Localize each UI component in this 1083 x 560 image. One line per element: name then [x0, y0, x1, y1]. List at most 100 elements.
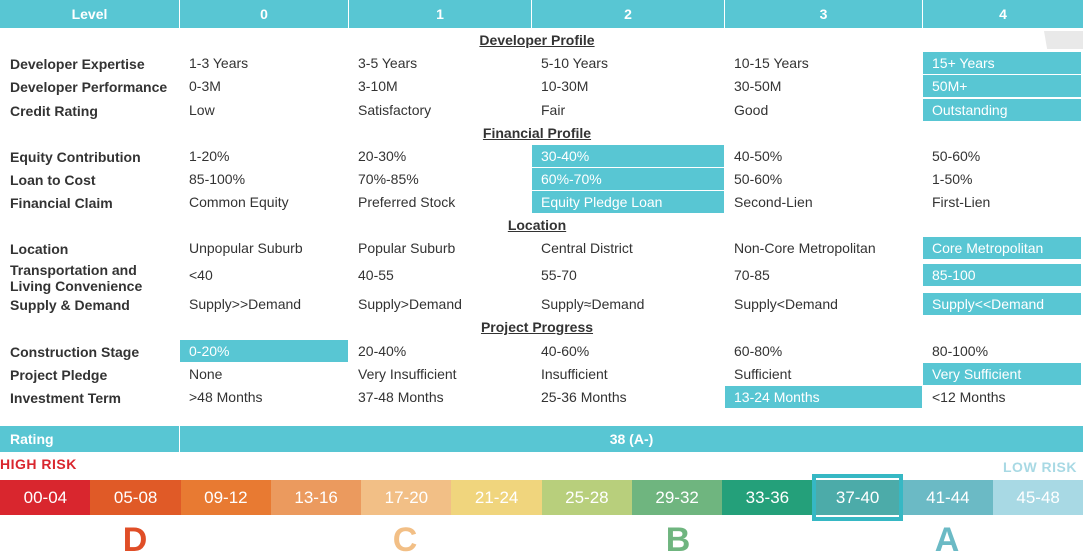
criterion-value: 40-50% — [734, 148, 783, 164]
criterion-value-selected: 30-40% — [532, 145, 724, 167]
criterion-value: >48 Months — [189, 389, 263, 405]
criterion-value: 50-60% — [932, 148, 981, 164]
criterion-value: 10-30M — [541, 78, 589, 94]
score-range-05-08: 05-08 — [90, 480, 181, 515]
criterion-value: 3-5 Years — [358, 55, 418, 71]
criterion-value: Supply>Demand — [358, 296, 462, 312]
score-range-37-40: 37-40 — [812, 480, 903, 515]
level-header-2: 2 — [532, 0, 724, 28]
criterion-value: 70-85 — [734, 267, 770, 283]
criterion-value-selected: 85-100 — [923, 264, 1081, 286]
criterion-value: 85-100% — [189, 171, 246, 187]
criterion-value: 70%-85% — [358, 171, 419, 187]
corner-tab-decoration — [1044, 31, 1083, 49]
grade-a: A — [934, 521, 960, 559]
section-title: Developer Profile — [479, 32, 595, 48]
criterion-value: 3-10M — [358, 78, 398, 94]
score-range-29-32: 29-32 — [631, 480, 723, 515]
criterion-value: 25-36 Months — [541, 389, 627, 405]
criterion-value: Central District — [541, 240, 633, 256]
criterion-value: Fair — [541, 102, 566, 118]
criterion-value: Supply<Demand — [734, 296, 838, 312]
high-risk-label: HIGH RISK — [0, 456, 77, 472]
score-range-41-44: 41-44 — [902, 480, 994, 515]
score-range-25-28: 25-28 — [541, 480, 633, 515]
criterion-value: Good — [734, 102, 769, 118]
level-header-0: 0 — [180, 0, 348, 28]
selected-score-frame — [812, 474, 903, 521]
score-range-17-20: 17-20 — [361, 480, 452, 515]
criterion-value: Popular Suburb — [358, 240, 456, 256]
criterion-value: 50-60% — [734, 171, 783, 187]
criterion-label: Construction Stage — [10, 344, 140, 360]
criterion-label: Credit Rating — [10, 103, 98, 119]
criterion-value: 60-80% — [734, 343, 783, 359]
criterion-value: Non-Core Metropolitan — [734, 240, 876, 256]
criterion-value: 1-3 Years — [189, 55, 249, 71]
score-range-21-24: 21-24 — [451, 480, 542, 515]
criterion-value: 5-10 Years — [541, 55, 608, 71]
criterion-value: Insufficient — [541, 366, 608, 382]
level-header-1: 1 — [349, 0, 531, 28]
criterion-value: 37-48 Months — [358, 389, 444, 405]
criterion-value: 20-40% — [358, 343, 407, 359]
criterion-value: Preferred Stock — [358, 194, 456, 210]
criterion-value: 40-55 — [358, 267, 394, 283]
criterion-value: 40-60% — [541, 343, 590, 359]
criterion-label: Financial Claim — [10, 195, 113, 211]
criterion-value: Low — [189, 102, 215, 118]
criterion-value: Common Equity — [189, 194, 289, 210]
grade-c: C — [392, 521, 418, 559]
criterion-value-selected: Equity Pledge Loan — [532, 191, 724, 213]
criterion-label: Loan to Cost — [10, 172, 96, 188]
score-range-13-16: 13-16 — [270, 480, 362, 515]
criterion-label: Developer Expertise — [10, 56, 145, 72]
criterion-value: None — [189, 366, 223, 382]
criterion-label: Transportation and Living Convenience — [10, 262, 143, 294]
low-risk-label: LOW RISK — [1003, 459, 1077, 475]
score-range-09-12: 09-12 — [180, 480, 272, 515]
criterion-value: <40 — [189, 267, 213, 283]
criterion-value: Very Insufficient — [358, 366, 457, 382]
score-range-45-48: 45-48 — [992, 480, 1083, 515]
criterion-value-selected: Supply<<Demand — [923, 293, 1081, 315]
criterion-label: Equity Contribution — [10, 149, 141, 165]
criterion-value-selected: Core Metropolitan — [923, 237, 1081, 259]
criterion-value-selected: 50M+ — [923, 75, 1081, 97]
criterion-value: <12 Months — [932, 389, 1006, 405]
criterion-value-selected: 13-24 Months — [725, 386, 922, 408]
level-header-4: 4 — [923, 0, 1083, 28]
criterion-value-selected: 0-20% — [180, 340, 348, 362]
criterion-value: 30-50M — [734, 78, 782, 94]
criterion-value-selected: 15+ Years — [923, 52, 1081, 74]
criterion-value: Unpopular Suburb — [189, 240, 303, 256]
grade-d: D — [122, 521, 148, 559]
criterion-value: Supply≈Demand — [541, 296, 645, 312]
criterion-label: Developer Performance — [10, 79, 168, 95]
criterion-value-selected: 60%-70% — [532, 168, 724, 190]
criterion-value: Supply>>Demand — [189, 296, 302, 312]
criterion-value: Satisfactory — [358, 102, 432, 118]
level-header-3: 3 — [725, 0, 922, 28]
criterion-value: 55-70 — [541, 267, 577, 283]
criterion-label: Project Pledge — [10, 367, 108, 383]
criterion-value: First-Lien — [932, 194, 991, 210]
criterion-value: 1-50% — [932, 171, 973, 187]
criterion-value: Sufficient — [734, 366, 792, 382]
criterion-value: Second-Lien — [734, 194, 813, 210]
criterion-value: 10-15 Years — [734, 55, 809, 71]
section-title: Project Progress — [480, 319, 594, 335]
criterion-value: 0-3M — [189, 78, 221, 94]
criterion-label: Supply & Demand — [10, 297, 130, 313]
criterion-label: Location — [10, 241, 69, 257]
criterion-value-selected: Very Sufficient — [923, 363, 1081, 385]
section-title: Financial Profile — [482, 125, 592, 141]
criterion-value: 20-30% — [358, 148, 407, 164]
rating-label: Rating — [0, 426, 179, 452]
grade-b: B — [665, 521, 691, 559]
section-title: Location — [507, 217, 567, 233]
criterion-label: Investment Term — [10, 390, 121, 406]
level-header-label: Level — [0, 0, 179, 28]
score-range-33-36: 33-36 — [722, 480, 813, 515]
criterion-value: 1-20% — [189, 148, 230, 164]
